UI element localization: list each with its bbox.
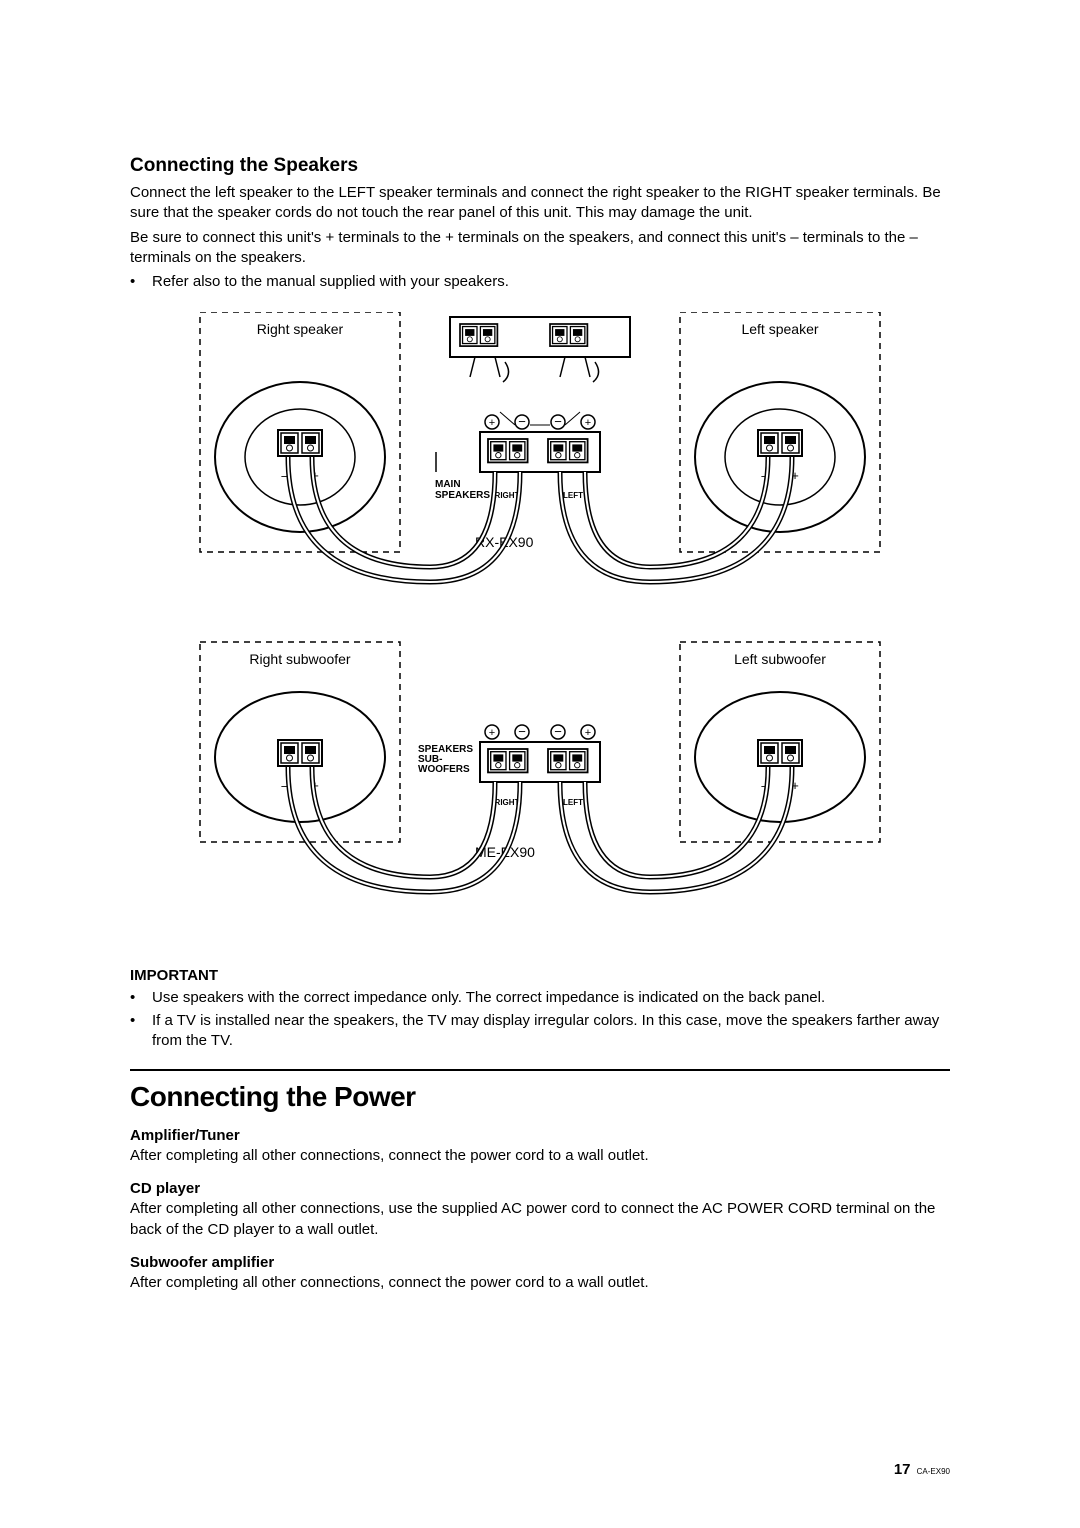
bullet-icon: •	[130, 1011, 152, 1052]
connecting-speakers-title: Connecting the Speakers	[130, 155, 950, 177]
svg-text:MAIN: MAIN	[435, 479, 461, 490]
svg-text:WOOFERS: WOOFERS	[418, 764, 470, 775]
svg-text:+: +	[489, 727, 495, 739]
svg-text:LEFT: LEFT	[563, 491, 583, 500]
bullet-text: If a TV is installed near the speakers, …	[152, 1011, 950, 1052]
cd-player-text: After completing all other connections, …	[130, 1199, 950, 1240]
left-subwoofer-label: Left subwoofer	[734, 651, 826, 667]
page-footer: 17 CA-EX90	[894, 1461, 950, 1478]
connecting-power-heading: Connecting the Power	[130, 1081, 950, 1113]
svg-text:RIGHT: RIGHT	[495, 491, 520, 500]
svg-text:+: +	[585, 727, 591, 739]
left-speaker-label: Left speaker	[741, 321, 818, 337]
speakers-bullet-1: • Refer also to the manual supplied with…	[130, 272, 950, 292]
amplifier-tuner-heading: Amplifier/Tuner	[130, 1127, 950, 1144]
speakers-paragraph-1: Connect the left speaker to the LEFT spe…	[130, 183, 950, 224]
svg-text:RIGHT: RIGHT	[495, 798, 520, 807]
bullet-icon: •	[130, 988, 152, 1008]
subwoofer-amp-heading: Subwoofer amplifier	[130, 1254, 950, 1271]
important-bullet-2: • If a TV is installed near the speakers…	[130, 1011, 950, 1052]
svg-text:+: +	[489, 417, 495, 429]
important-label: IMPORTANT	[130, 967, 950, 984]
svg-text:LEFT: LEFT	[563, 798, 583, 807]
speakers-paragraph-2: Be sure to connect this unit's + termina…	[130, 228, 950, 269]
svg-text:−: −	[518, 414, 526, 429]
bullet-icon: •	[130, 272, 152, 292]
svg-text:−: −	[554, 724, 562, 739]
bullet-text: Refer also to the manual supplied with y…	[152, 272, 509, 292]
footer-model: CA-EX90	[917, 1467, 950, 1476]
page-number: 17	[894, 1461, 911, 1478]
svg-text:−: −	[518, 724, 526, 739]
important-bullet-1: • Use speakers with the correct impedanc…	[130, 988, 950, 1008]
section-divider	[130, 1069, 950, 1071]
subwoofer-amp-text: After completing all other connections, …	[130, 1273, 950, 1293]
cd-player-heading: CD player	[130, 1180, 950, 1197]
svg-text:−: −	[554, 414, 562, 429]
connection-diagram: Right speaker – + Left speaker – + + − −…	[180, 312, 950, 957]
right-subwoofer-label: Right subwoofer	[249, 651, 351, 667]
svg-text:+: +	[585, 417, 591, 429]
right-speaker-label: Right speaker	[257, 321, 344, 337]
amplifier-tuner-text: After completing all other connections, …	[130, 1146, 950, 1166]
bullet-text: Use speakers with the correct impedance …	[152, 988, 825, 1008]
svg-text:SPEAKERS: SPEAKERS	[435, 490, 490, 501]
